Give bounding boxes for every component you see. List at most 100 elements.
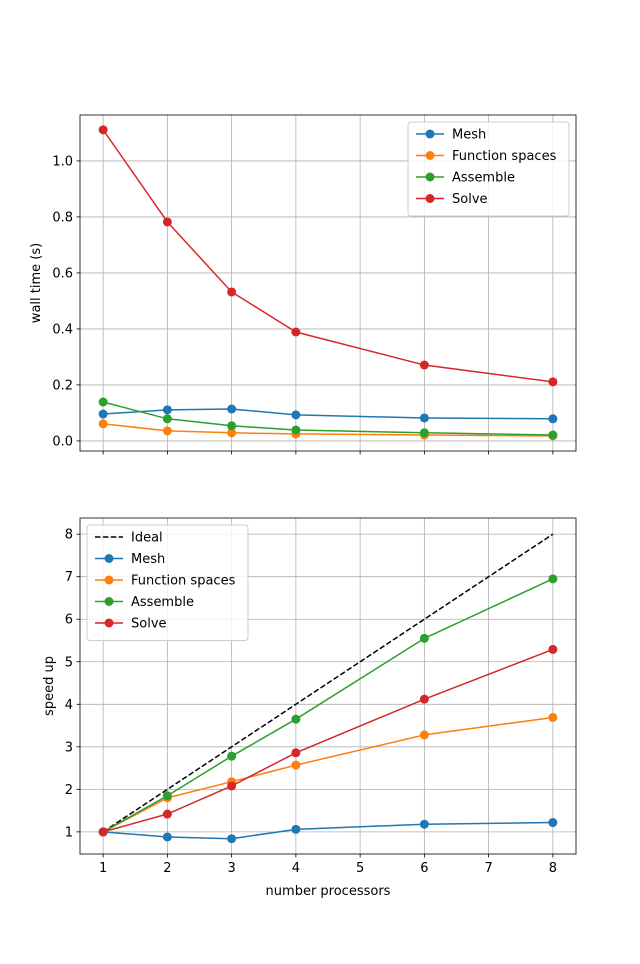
x-tick-label: 5 — [356, 861, 364, 876]
series-solve-point — [227, 781, 237, 791]
y-tick-label: 5 — [65, 655, 73, 670]
series-solve-line — [102, 129, 553, 383]
series-ideal-line — [102, 533, 554, 833]
y-axis-label: speed up — [42, 656, 57, 716]
y-tick-label: 3 — [65, 740, 73, 755]
series-solve-point — [548, 377, 558, 387]
y-tick-label: 0.2 — [52, 378, 73, 393]
series-assemble-point — [227, 421, 237, 431]
y-tick-label: 7 — [65, 570, 73, 585]
series-assemble-point — [419, 633, 429, 643]
x-tick-label: 4 — [292, 861, 300, 876]
series-function-spaces-line — [103, 423, 553, 437]
series-mesh-point — [291, 824, 301, 834]
legend-marker — [104, 554, 114, 563]
series-solve-line — [102, 648, 554, 833]
series-function-spaces-point — [291, 760, 301, 770]
series-mesh-point — [548, 414, 558, 424]
x-tick-label: 7 — [484, 861, 492, 876]
series-solve-point — [227, 287, 237, 297]
y-tick-label: 0.4 — [52, 322, 73, 337]
axes-frame — [79, 517, 577, 855]
legend-marker — [425, 194, 435, 203]
series-solve-point — [162, 217, 172, 227]
series-solve-point — [548, 644, 558, 654]
series-solve-point — [291, 327, 301, 337]
x-tick-label: 2 — [163, 861, 171, 876]
series-solve-point — [98, 827, 108, 837]
series-mesh-point — [162, 405, 172, 415]
legend-label: Solve — [131, 617, 167, 632]
legend-marker — [425, 151, 435, 160]
series-assemble-point — [291, 425, 301, 435]
series-mesh-point — [419, 819, 429, 829]
x-tick-label: 1 — [99, 861, 107, 876]
series-solve-point — [291, 748, 301, 758]
series-function-spaces-point — [419, 730, 429, 740]
series-mesh-point — [227, 834, 237, 844]
legend-label: Function spaces — [131, 574, 236, 589]
x-axis-label: number processors — [266, 884, 391, 899]
legend-marker — [425, 129, 435, 139]
series-solve-point — [419, 360, 429, 370]
legend-box — [407, 121, 570, 217]
series-function-spaces-point — [162, 426, 172, 436]
series-mesh-point — [419, 413, 429, 423]
series-solve-point — [162, 809, 172, 819]
series-mesh-point — [548, 818, 558, 828]
series-assemble-point — [548, 574, 558, 584]
x-tick-label: 8 — [549, 861, 557, 876]
series-assemble-point — [98, 397, 108, 407]
legend-marker — [425, 172, 435, 182]
series-mesh-line — [103, 821, 553, 840]
legend-label: Mesh — [131, 552, 165, 567]
y-tick-label: 0.8 — [52, 210, 73, 225]
legend: Ideal Mesh Function spaces Assemble Solve — [86, 524, 249, 641]
y-tick-label: 1.0 — [52, 154, 73, 169]
y-tick-label: 1 — [65, 825, 73, 840]
legend-label: Mesh — [452, 128, 486, 143]
legend-label: Ideal — [131, 531, 163, 546]
series-mesh-point — [162, 832, 172, 842]
legend-label: Assemble — [452, 171, 515, 186]
series-assemble-line — [102, 578, 554, 833]
series-mesh-point — [98, 409, 108, 419]
series-assemble-line — [102, 401, 553, 436]
y-tick-label: 6 — [65, 613, 73, 628]
legend-box — [86, 524, 249, 641]
series-function-spaces-point — [98, 419, 108, 429]
series-mesh-point — [227, 404, 237, 414]
series-function-spaces-point — [548, 712, 558, 722]
series-function-spaces-line — [102, 716, 553, 833]
chart-1: 0.0 0.2 0.4 0.6 0.8 1.0 wall time (s) Mesh Funct… — [29, 114, 577, 455]
series-assemble-point — [162, 414, 172, 424]
x-tick-label: 6 — [420, 861, 428, 876]
series-solve-point — [419, 694, 429, 704]
series-assemble-point — [227, 751, 237, 761]
y-tick-label: 8 — [65, 528, 73, 543]
y-axis-label: wall time (s) — [29, 243, 44, 323]
series-mesh-line — [103, 408, 553, 420]
legend-label: Function spaces — [452, 149, 557, 164]
legend-marker — [104, 618, 114, 628]
series-assemble-point — [162, 791, 172, 801]
x-tick-label: 3 — [227, 861, 235, 876]
series-function-spaces-point — [227, 428, 237, 438]
legend-marker — [104, 575, 114, 585]
series-assemble-point — [291, 714, 301, 724]
y-tick-label: 4 — [65, 698, 73, 713]
series-assemble-point — [419, 428, 429, 438]
legend-label: Assemble — [131, 595, 194, 610]
legend: Mesh Function spaces Assemble Solve — [407, 121, 570, 217]
y-tick-label: 0.6 — [52, 266, 73, 281]
legend-marker — [104, 597, 114, 606]
axes-frame — [79, 114, 577, 452]
y-tick-label: 0.0 — [52, 434, 73, 449]
series-solve-point — [98, 125, 108, 135]
legend-label: Solve — [452, 192, 488, 207]
series-mesh-point — [291, 410, 301, 420]
series-assemble-point — [548, 430, 558, 440]
chart-2: 1 2 3 4 5 6 7 8 1 2 3 4 5 6 7 8 speed up number processor… — [42, 517, 577, 899]
y-tick-label: 2 — [65, 783, 73, 798]
